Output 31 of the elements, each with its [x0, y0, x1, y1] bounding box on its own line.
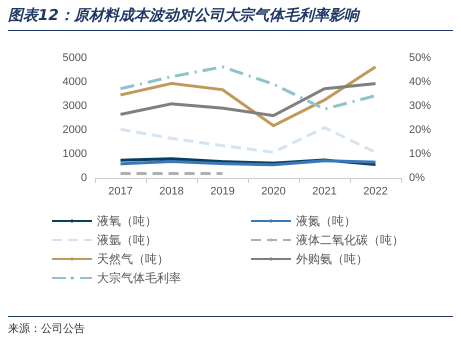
line-series	[119, 65, 377, 111]
legend-label: 大宗气体毛利率	[97, 271, 181, 285]
x-tick-label: 2017	[108, 186, 133, 198]
y-tick-label: 1000	[62, 148, 87, 160]
line-series	[119, 65, 377, 128]
y2-tick-label: 30%	[409, 100, 432, 112]
y2-tick-label: 20%	[409, 124, 432, 136]
y2-tick-label: 10%	[409, 148, 432, 160]
legend-label: 液氧（吨）	[97, 214, 157, 228]
legend-label: 液氩（吨）	[97, 233, 157, 247]
legend-label: 液氮（吨）	[296, 214, 356, 228]
legend-label: 天然气（吨）	[97, 252, 169, 266]
y-tick-label: 2000	[62, 124, 87, 136]
x-tick-label: 2021	[312, 186, 337, 198]
y2-tick-label: 0%	[409, 172, 426, 184]
x-tick-label: 2018	[159, 186, 184, 198]
y2-tick-label: 50%	[409, 52, 432, 64]
x-tick-label: 2022	[363, 186, 388, 198]
line-series	[119, 126, 377, 154]
line-series	[119, 82, 377, 118]
y2-tick-label: 40%	[409, 76, 432, 88]
y-tick-label: 4000	[62, 76, 87, 88]
legend-label: 外购氨（吨）	[296, 252, 368, 266]
y-tick-label: 5000	[62, 52, 87, 64]
legend-label: 液体二氧化碳（吨）	[296, 233, 404, 247]
source-note: 来源：公司公告	[8, 316, 453, 336]
x-tick-label: 2019	[210, 186, 235, 198]
chart-title: 图表12：原材料成本波动对公司大宗气体毛利率影响	[8, 6, 453, 31]
x-tick-label: 2020	[261, 186, 286, 198]
y-tick-label: 0	[80, 172, 87, 184]
y-tick-label: 3000	[62, 100, 87, 112]
